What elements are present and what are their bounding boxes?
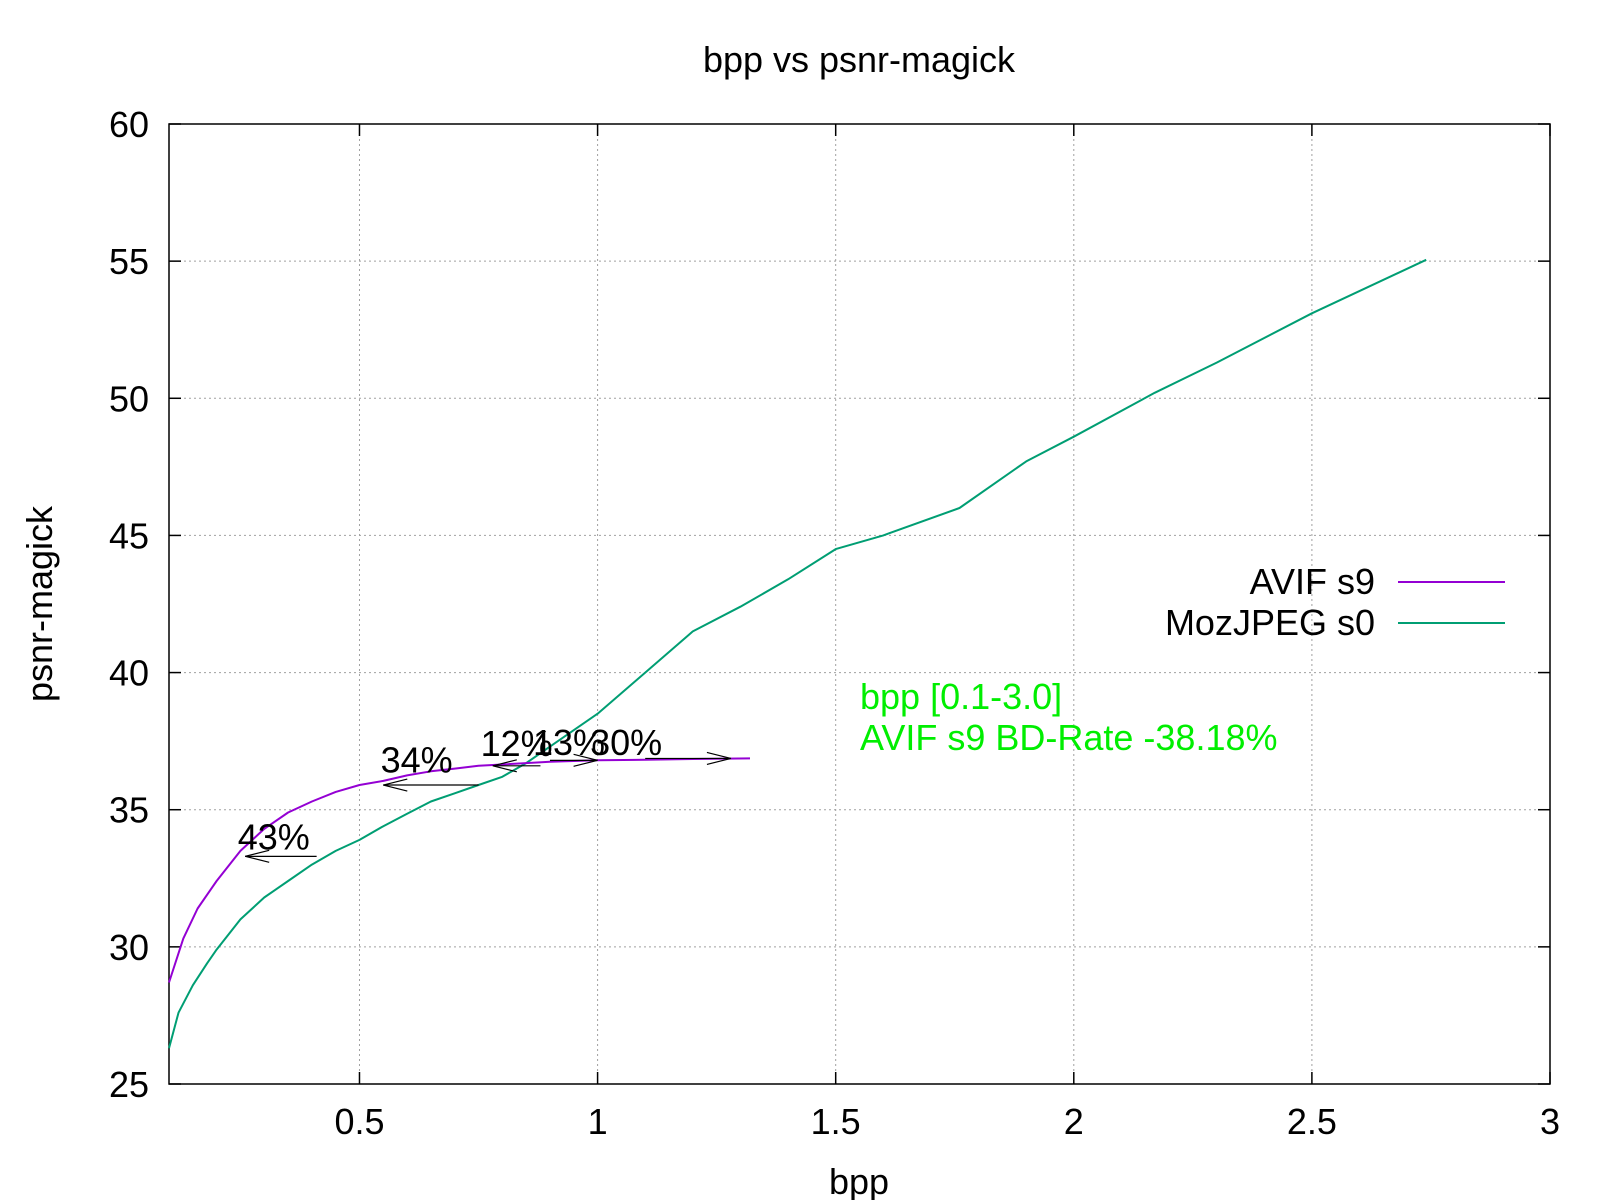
y-tick-label: 30 <box>109 927 149 968</box>
x-tick-label: 1.5 <box>811 1101 861 1142</box>
annotation-label: 30% <box>590 722 662 763</box>
series-line-mozjpeg-s0 <box>168 258 1427 1049</box>
legend: AVIF s9 MozJPEG s0 <box>1165 561 1505 643</box>
y-tick-label: 35 <box>109 790 149 831</box>
y-tick-label: 45 <box>109 515 149 556</box>
note-range: bpp [0.1-3.0] <box>860 676 1062 717</box>
chart-title: bpp vs psnr-magick <box>703 39 1016 80</box>
annotation-label: 43% <box>238 816 310 857</box>
annotation-arrowhead <box>706 751 732 766</box>
annotation-label: 13% <box>533 722 605 763</box>
x-tick-label: 3 <box>1540 1101 1560 1142</box>
annotation-label: 34% <box>381 740 453 781</box>
bd-rate-note: bpp [0.1-3.0] AVIF s9 BD-Rate -38.18% <box>860 676 1278 758</box>
x-tick-label: 2 <box>1064 1101 1084 1142</box>
legend-label-mozjpeg: MozJPEG s0 <box>1165 602 1375 643</box>
x-tick-label: 1 <box>588 1101 608 1142</box>
annotation-label: 12% <box>481 723 553 764</box>
annotation-arrowhead <box>492 759 517 773</box>
x-tick-label: 2.5 <box>1287 1101 1337 1142</box>
plot-frame <box>168 123 1551 1085</box>
y-ticks: 25 30 35 40 45 50 55 60 <box>109 104 1550 1105</box>
legend-label-avif: AVIF s9 <box>1250 561 1375 602</box>
x-ticks: 0.5 1 1.5 2 2.5 3 <box>334 124 1560 1142</box>
annotation-arrowhead <box>245 849 270 863</box>
series-layer <box>168 258 1427 1049</box>
y-axis-label: psnr-magick <box>19 505 60 702</box>
grid <box>169 124 1550 1084</box>
y-tick-label: 60 <box>109 104 149 145</box>
x-tick-label: 0.5 <box>334 1101 384 1142</box>
y-tick-label: 55 <box>109 241 149 282</box>
y-tick-label: 50 <box>109 378 149 419</box>
y-tick-label: 25 <box>109 1064 149 1105</box>
annotations: 43% 34% 12%13%30% <box>238 722 732 863</box>
annotation-arrowhead <box>573 753 598 767</box>
annotation-arrowhead <box>383 778 408 792</box>
x-axis-label: bpp <box>829 1161 889 1200</box>
note-bd-rate: AVIF s9 BD-Rate -38.18% <box>860 717 1278 758</box>
y-tick-label: 40 <box>109 653 149 694</box>
